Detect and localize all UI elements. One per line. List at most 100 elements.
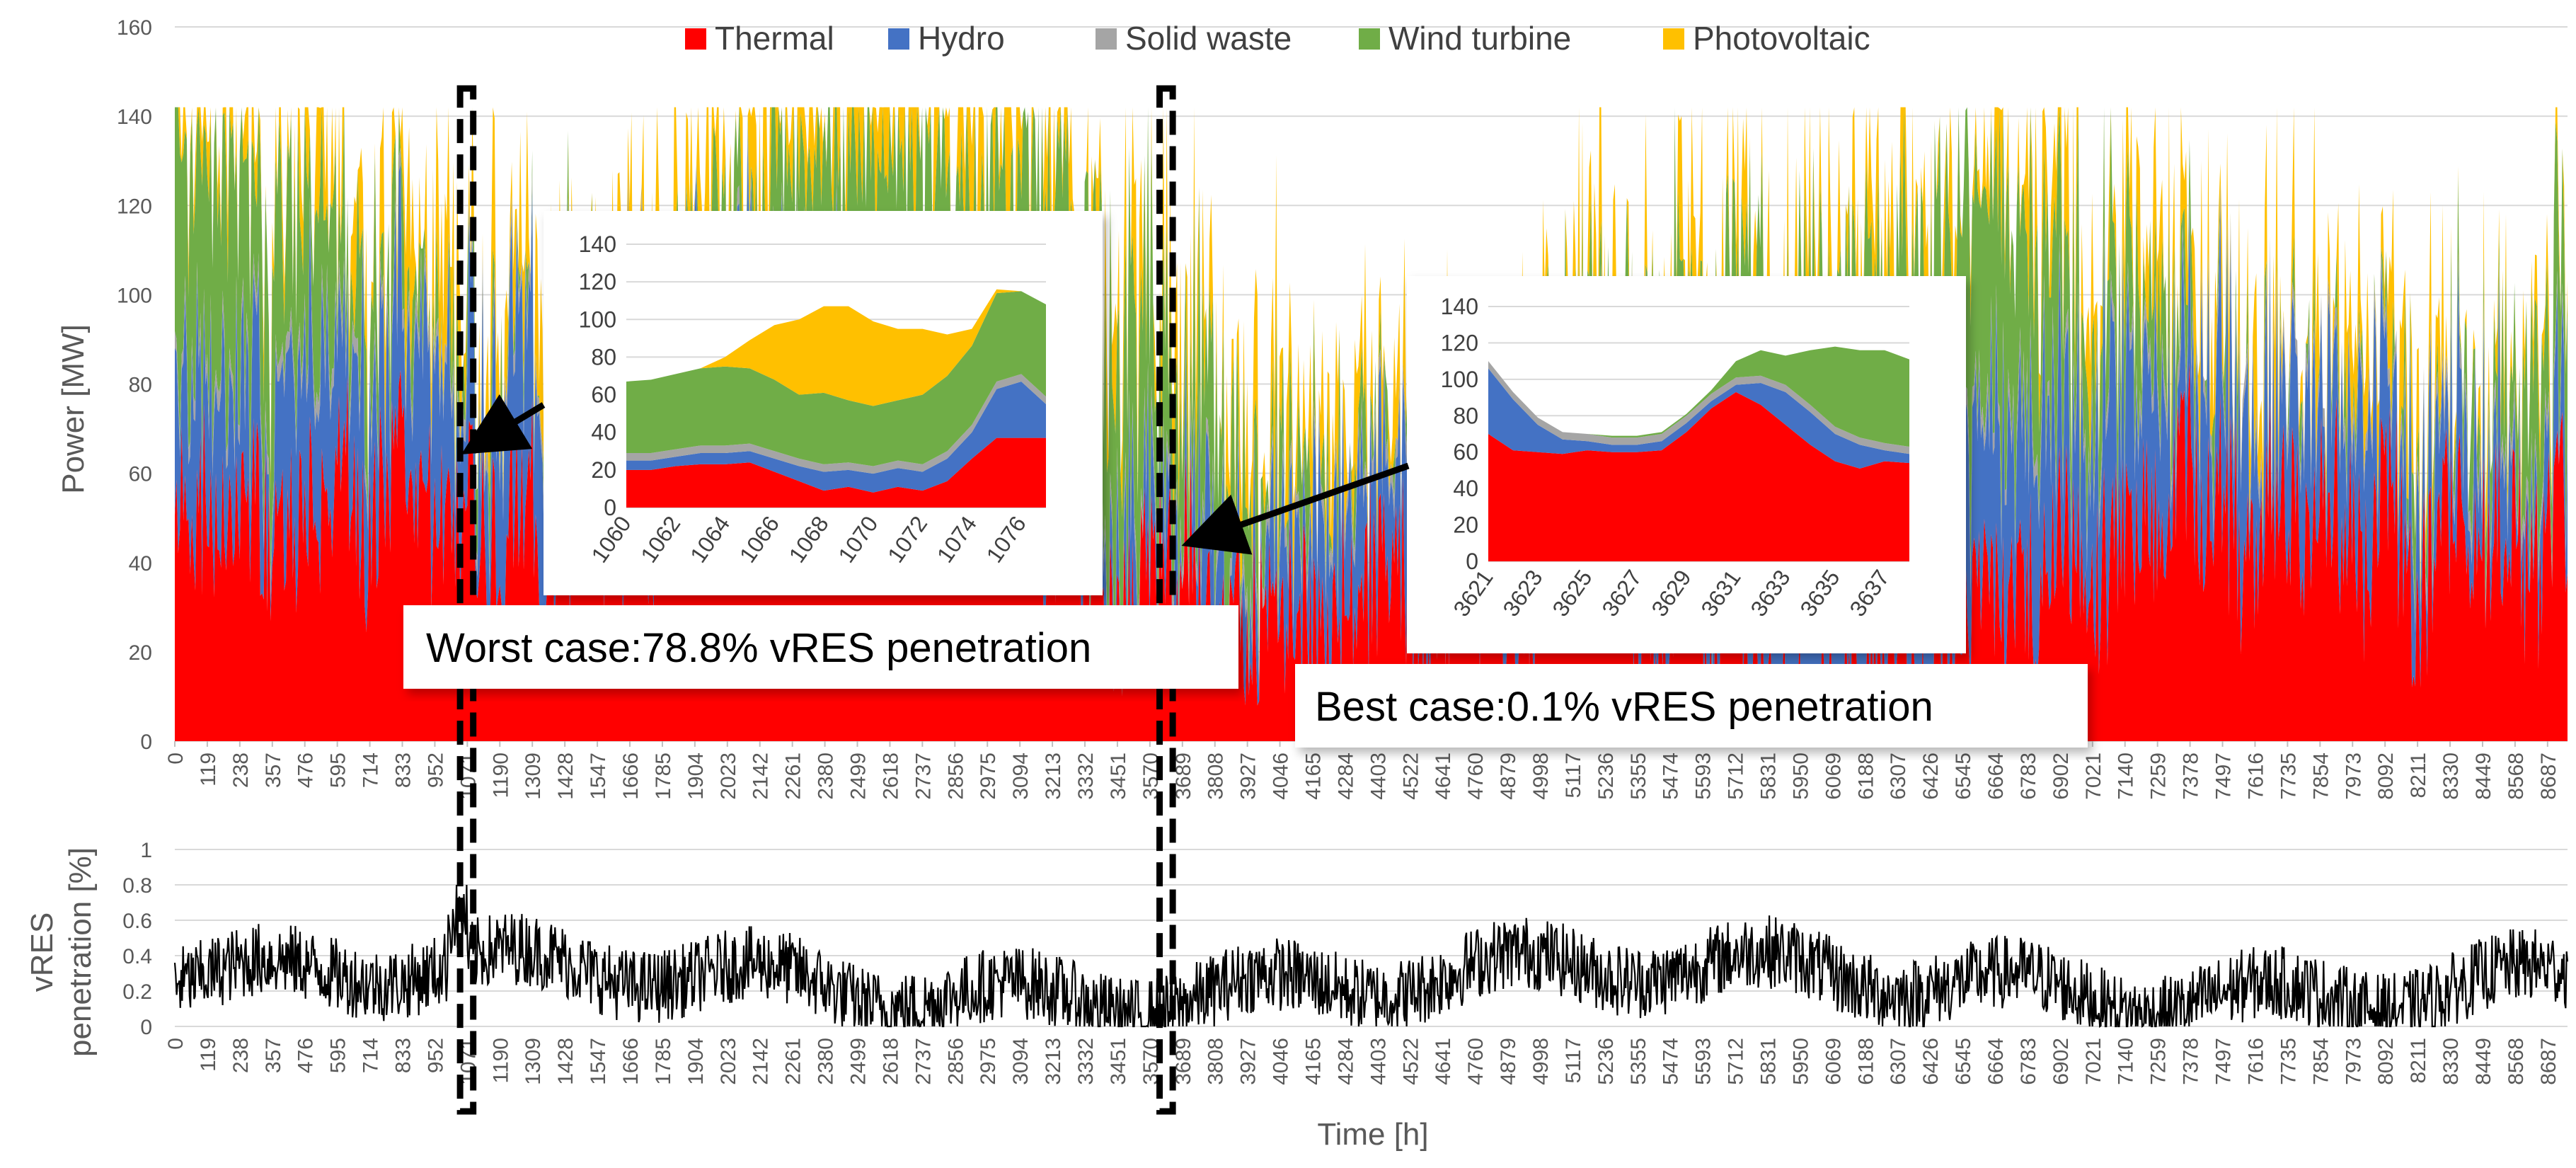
main-x-tick-label: 3213	[1042, 752, 1065, 800]
vres-x-tick-label: 7021	[2082, 1038, 2105, 1085]
vres-chart-y-label-line2: penetration [%]	[63, 847, 98, 1057]
highlight-windows	[456, 85, 1176, 1115]
main-x-tick-label: 7854	[2309, 752, 2333, 800]
vres-penetration-line	[173, 884, 2569, 1029]
main-x-tick-label: 3094	[1009, 752, 1033, 800]
inset-area-thermal	[626, 437, 1046, 508]
main-x-tick-label: 0	[164, 752, 188, 765]
inset-y-tick-label: 20	[591, 457, 616, 483]
vres-x-tick-label: 8687	[2537, 1038, 2560, 1085]
main-x-tick-label: 6069	[1822, 752, 1845, 800]
inset-y-tick-label: 60	[591, 382, 616, 408]
vres-chart-y-ticks: 0 0.2 0.4 0.6 0.8 1	[122, 839, 152, 1039]
worst-case-arrow	[461, 394, 546, 454]
main-x-tick-label: 2856	[944, 752, 967, 800]
legend-thermal-label: Thermal	[715, 20, 834, 57]
vres-x-tick-label: 833	[392, 1038, 415, 1073]
legend-hydro-swatch	[888, 28, 909, 50]
inset-y-tick-label: 140	[1441, 294, 1478, 319]
inset-area-hydro	[626, 381, 1046, 493]
main-area-photovoltaic	[175, 107, 2568, 683]
vres-x-tick-label: 3332	[1074, 1038, 1098, 1085]
main-x-tick-label: 6188	[1854, 752, 1878, 800]
vres-x-tick-label: 4998	[1529, 1038, 1553, 1085]
vres-x-tick-label: 1547	[587, 1038, 610, 1085]
main-y-tick-label: 160	[117, 16, 152, 40]
main-x-tick-label: 119	[197, 752, 220, 786]
main-x-tick-label: 4760	[1464, 752, 1488, 800]
main-x-tick-label: 8330	[2439, 752, 2463, 800]
main-x-tick-label: 7021	[2082, 752, 2105, 800]
main-x-tick-label: 4046	[1270, 752, 1293, 800]
main-x-tick-label: 2261	[782, 752, 805, 800]
main-y-tick-label: 40	[129, 552, 152, 576]
main-x-tick-label: 7378	[2180, 752, 2203, 800]
vres-x-tick-label: 1785	[652, 1038, 675, 1085]
vres-x-tick-label: 2380	[815, 1038, 838, 1085]
vres-x-tick-label: 4522	[1399, 1038, 1422, 1085]
main-area-wind-turbine	[175, 107, 2568, 683]
main-x-tick-label: 4165	[1302, 752, 1326, 800]
main-x-tick-label: 7616	[2244, 752, 2267, 800]
vres-x-tick-label: 6545	[1952, 1038, 1975, 1085]
vres-x-tick-label: 357	[262, 1038, 285, 1073]
worst-case-callout: Worst case:78.8% vRES penetration	[403, 605, 1238, 689]
best-case-window	[1156, 85, 1176, 1115]
main-x-tick-label: 6307	[1887, 752, 1910, 800]
main-x-tick-label: 1666	[619, 752, 643, 800]
legend-photovoltaic-swatch	[1663, 28, 1684, 50]
main-x-tick-label: 1785	[652, 752, 675, 800]
main-x-tick-label: 6783	[2017, 752, 2040, 800]
main-x-tick-label: 4522	[1399, 752, 1422, 800]
main-x-tick-label: 4998	[1529, 752, 1553, 800]
vres-x-tick-label: 119	[197, 1038, 220, 1072]
vres-x-tick-label: 5593	[1692, 1038, 1715, 1085]
vres-x-tick-label: 2499	[847, 1038, 870, 1085]
vres-y-tick-label: 0.2	[122, 980, 152, 1004]
vres-x-tick-label: 5117	[1562, 1038, 1585, 1084]
main-x-tick-label: 476	[294, 752, 318, 788]
vres-x-tick-label: 6426	[1919, 1038, 1943, 1085]
vres-x-tick-label: 8449	[2472, 1038, 2495, 1085]
main-y-tick-label: 100	[117, 284, 152, 307]
main-x-tick-label: 8568	[2505, 752, 2528, 800]
main-x-tick-label: 5712	[1725, 752, 1748, 800]
vres-x-tick-label: 7735	[2277, 1038, 2300, 1085]
main-chart-x-ticks: 0 119 238 357 476 595 714 833 952 1071 1190 1309 142…	[164, 741, 2560, 800]
vres-x-tick-label: 2142	[749, 1038, 773, 1085]
vres-x-tick-label: 1904	[684, 1038, 708, 1085]
inset-y-tick-label: 60	[1453, 440, 1478, 465]
vres-x-tick-label: 6188	[1854, 1038, 1878, 1085]
main-x-tick-label: 1428	[554, 752, 577, 800]
main-x-tick-label: 3332	[1074, 752, 1098, 800]
inset-area-wind-turbine	[626, 291, 1046, 466]
main-x-tick-label: 595	[327, 752, 350, 788]
vres-x-tick-label: 4046	[1270, 1038, 1293, 1085]
legend-hydro-label: Hydro	[918, 20, 1005, 57]
main-chart-y-axis-label: Power [MW]	[56, 324, 91, 494]
vres-x-tick-label: 5474	[1660, 1038, 1683, 1085]
main-y-tick-label: 20	[129, 641, 152, 665]
vres-y-tick-label: 1	[140, 839, 152, 862]
vres-y-tick-label: 0.8	[122, 874, 152, 898]
main-x-tick-label: 3808	[1204, 752, 1228, 800]
vres-x-tick-label: 5712	[1725, 1038, 1748, 1085]
vres-chart-x-ticks: 0 119 238 357 476 595 714 833 952 1071 1190 1309 142…	[164, 1038, 2560, 1085]
vres-x-tick-label: 7378	[2180, 1038, 2203, 1085]
main-x-tick-label: 7973	[2342, 752, 2365, 800]
legend-solid-waste-label: Solid waste	[1125, 20, 1292, 57]
inset-y-tick-label: 40	[1453, 476, 1478, 501]
vres-x-tick-label: 6307	[1887, 1038, 1910, 1085]
inset-y-tick-label: 40	[591, 420, 616, 445]
main-y-tick-label: 80	[129, 374, 152, 397]
vres-x-tick-label: 8568	[2505, 1038, 2528, 1085]
legend-solid-waste-swatch	[1096, 28, 1117, 50]
vres-x-tick-label: 7140	[2115, 1038, 2138, 1085]
vres-x-tick-label: 7854	[2309, 1038, 2333, 1085]
vres-x-tick-label: 7259	[2147, 1038, 2170, 1085]
vres-x-tick-label: 2261	[782, 1038, 805, 1085]
main-x-tick-label: 6902	[2049, 752, 2073, 800]
main-x-tick-label: 5831	[1757, 752, 1781, 800]
